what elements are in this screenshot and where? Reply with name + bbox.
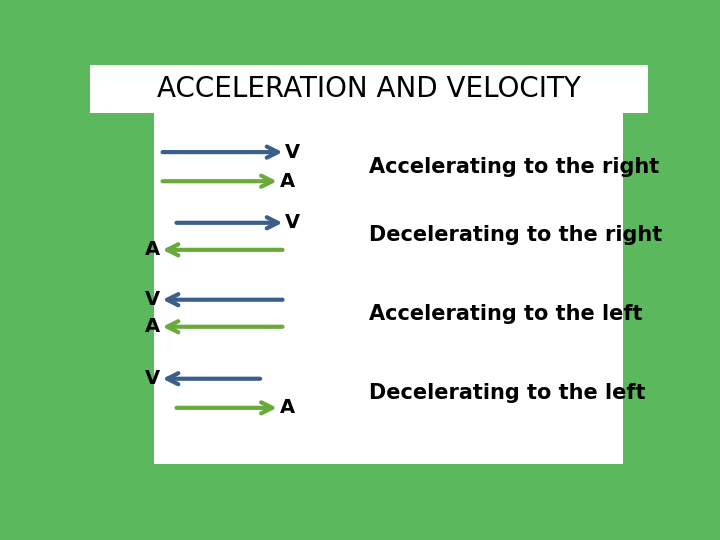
Text: Decelerating to the right: Decelerating to the right	[369, 225, 662, 245]
Text: A: A	[145, 318, 160, 336]
Text: V: V	[145, 290, 160, 309]
Text: ACCELERATION AND VELOCITY: ACCELERATION AND VELOCITY	[157, 75, 581, 103]
Text: A: A	[145, 240, 160, 259]
Text: A: A	[280, 172, 295, 191]
Text: A: A	[280, 399, 295, 417]
FancyBboxPatch shape	[154, 109, 623, 464]
Text: Accelerating to the right: Accelerating to the right	[369, 157, 660, 177]
Text: Accelerating to the left: Accelerating to the left	[369, 304, 642, 325]
Text: Decelerating to the left: Decelerating to the left	[369, 383, 646, 403]
Text: V: V	[285, 213, 300, 232]
Text: V: V	[285, 143, 300, 161]
Text: V: V	[145, 369, 160, 388]
FancyBboxPatch shape	[90, 65, 648, 113]
